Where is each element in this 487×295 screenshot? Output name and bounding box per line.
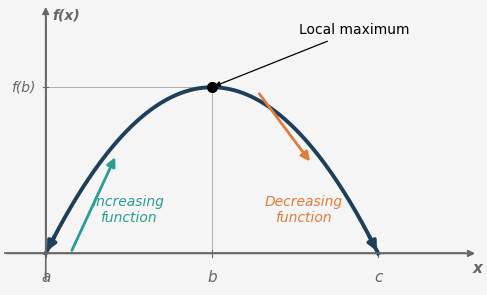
Text: Local maximum: Local maximum: [216, 23, 410, 86]
Text: f(x): f(x): [53, 8, 80, 22]
Text: Decreasing
function: Decreasing function: [264, 195, 342, 225]
Text: f(b): f(b): [11, 80, 36, 94]
Text: a: a: [41, 270, 51, 285]
Text: b: b: [207, 270, 217, 285]
Text: Increasing
function: Increasing function: [93, 195, 165, 225]
Text: c: c: [374, 270, 382, 285]
Text: x: x: [473, 261, 483, 276]
